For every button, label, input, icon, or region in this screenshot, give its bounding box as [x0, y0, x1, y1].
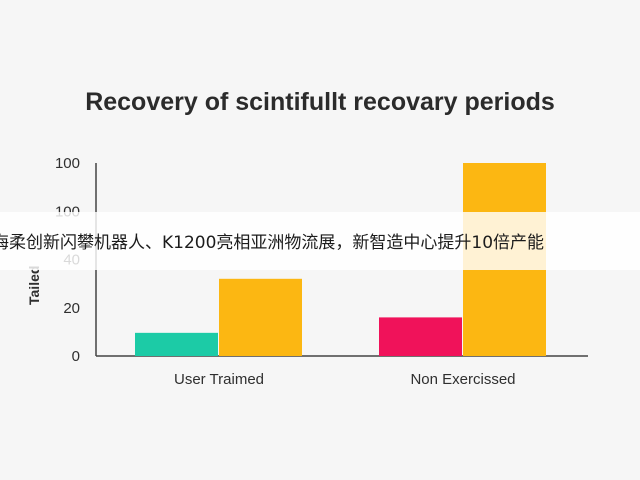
chart-title: Recovery of scintifullt recovary periods — [85, 88, 555, 116]
y-tick-label: 100 — [55, 155, 80, 172]
news-banner — [0, 212, 640, 270]
category-labels: User Traimed Non Exercissed — [174, 371, 516, 388]
category-label: Non Exercissed — [410, 371, 515, 388]
bar — [379, 317, 462, 356]
category-label: User Traimed — [174, 371, 264, 388]
bar — [135, 332, 218, 356]
y-tick-label: 20 — [63, 300, 80, 317]
bar — [219, 278, 302, 356]
y-tick-label: 0 — [72, 348, 80, 365]
y-axis-label: Tailed — [26, 266, 42, 305]
news-banner-text: 海柔创新闪攀机器人、K1200亮相亚洲物流展，新智造中心提升10倍产能 — [0, 233, 545, 253]
